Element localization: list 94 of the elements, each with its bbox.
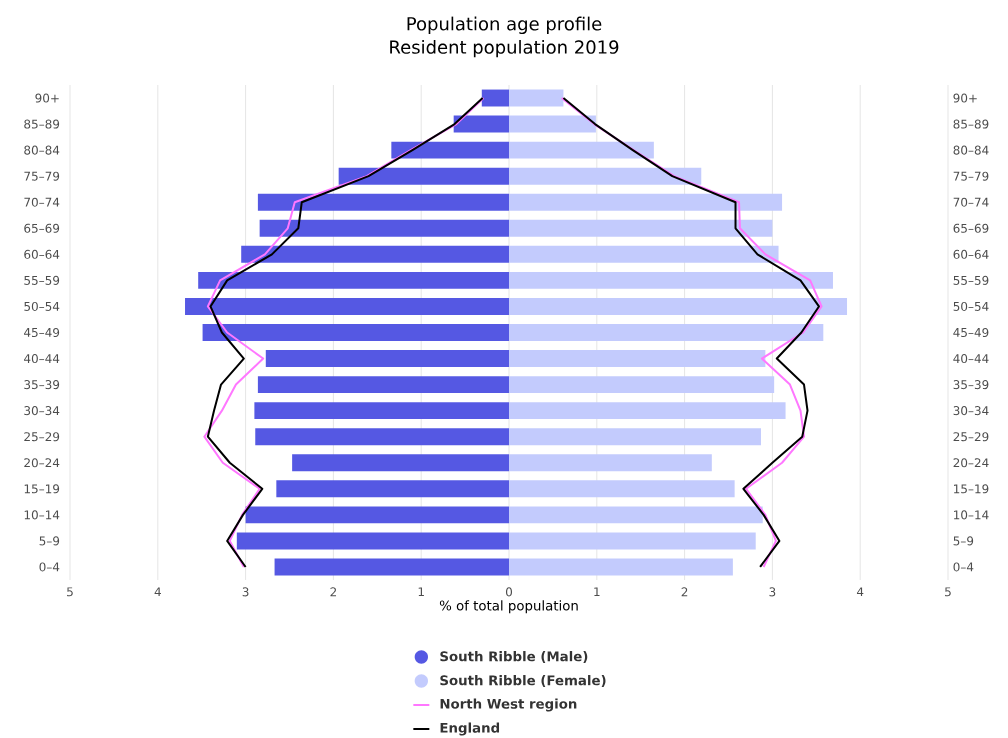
y-tick-label: 55–59 xyxy=(953,275,989,285)
bar xyxy=(241,245,509,263)
bar xyxy=(509,402,786,420)
x-tick-label: 0 xyxy=(505,587,513,597)
bar xyxy=(391,141,509,159)
y-tick-label: 85–89 xyxy=(953,119,989,129)
bar xyxy=(509,558,733,576)
bar xyxy=(509,193,783,211)
y-tick-label: 60–64 xyxy=(953,249,989,259)
bar xyxy=(276,480,509,498)
category-label: 70–74 xyxy=(24,197,60,207)
legend-label: South Ribble (Female) xyxy=(440,675,606,687)
bar xyxy=(509,297,848,315)
category-label: 80–84 xyxy=(24,145,60,155)
category-label: 30–34 xyxy=(24,406,60,416)
x-tick-label: 4 xyxy=(154,587,161,597)
category-label: 25–29 xyxy=(24,432,60,442)
y-tick-label: 65–69 xyxy=(953,223,989,233)
bar xyxy=(509,350,766,368)
bar xyxy=(245,506,509,524)
y-tick-label: 20–24 xyxy=(953,458,989,468)
bar xyxy=(185,297,509,315)
bar xyxy=(198,271,509,289)
y-tick-label: 0–4 xyxy=(953,562,974,572)
bar xyxy=(338,167,509,185)
bar xyxy=(254,402,509,420)
y-tick-label: 40–44 xyxy=(953,354,989,364)
bar xyxy=(509,506,763,524)
y-tick-label: 50–54 xyxy=(953,301,989,311)
category-label: 65–69 xyxy=(24,223,60,233)
bar xyxy=(509,141,654,159)
bar xyxy=(257,376,509,394)
bar xyxy=(509,532,756,550)
bar xyxy=(265,350,509,368)
category-label: 35–39 xyxy=(24,380,60,390)
bar xyxy=(509,454,712,472)
category-label: 75–79 xyxy=(24,171,60,181)
category-label: 5–9 xyxy=(39,536,60,546)
x-tick-label: 5 xyxy=(945,587,951,597)
bar xyxy=(274,558,509,576)
x-tick-label: 4 xyxy=(856,587,864,597)
y-tick-label: 90+ xyxy=(953,93,977,103)
category-label: 60–64 xyxy=(24,249,60,259)
bar xyxy=(259,219,509,237)
y-tick-label: 80–84 xyxy=(953,145,989,155)
bar xyxy=(257,193,509,211)
y-tick-label: 5–9 xyxy=(953,536,974,546)
bar xyxy=(509,245,779,263)
category-label: 85–89 xyxy=(24,119,60,129)
y-tick-label: 15–19 xyxy=(954,484,989,494)
y-tick-label: 30–34 xyxy=(953,406,989,416)
y-tick-label: 35–39 xyxy=(953,380,989,390)
chart-subtitle: Resident population 2019 xyxy=(390,39,619,58)
y-tick-label: 45–49 xyxy=(953,327,989,338)
bar xyxy=(509,219,773,237)
x-tick-label: 2 xyxy=(330,587,337,597)
bar xyxy=(481,89,509,107)
category-label: 55–59 xyxy=(24,275,60,285)
y-tick-label: 25–29 xyxy=(953,432,989,442)
category-label: 40–44 xyxy=(24,354,60,364)
bar xyxy=(202,324,509,341)
bar xyxy=(255,428,509,446)
x-tick-label: 3 xyxy=(242,587,249,597)
y-tick-label: 10–14 xyxy=(954,510,989,520)
x-axis-title: % of total population xyxy=(439,600,578,614)
category-label: 20–24 xyxy=(24,458,60,468)
bar xyxy=(509,324,824,341)
legend-label: England xyxy=(440,722,500,736)
chart-title: Population age profile xyxy=(407,16,602,35)
y-tick-label: 70–74 xyxy=(953,197,989,207)
bar xyxy=(509,428,761,446)
y-tick-label: 75–79 xyxy=(953,171,989,181)
bar xyxy=(509,89,564,107)
bar xyxy=(509,115,596,133)
bar xyxy=(509,167,702,185)
legend-label: South Ribble (Male) xyxy=(440,651,588,663)
category-label: 50–54 xyxy=(24,301,60,311)
bar xyxy=(509,271,833,289)
category-label: 10–14 xyxy=(24,510,60,520)
x-tick-label: 2 xyxy=(681,587,688,597)
x-tick-label: 1 xyxy=(594,587,600,597)
bar xyxy=(509,376,775,394)
x-tick-label: 1 xyxy=(418,587,424,597)
bar xyxy=(236,532,509,550)
x-tick-label: 3 xyxy=(769,587,776,597)
bar xyxy=(509,480,735,498)
category-label: 0–4 xyxy=(39,562,60,572)
x-tick-label: 5 xyxy=(67,587,73,597)
bar xyxy=(292,454,509,472)
legend-label: North West region xyxy=(440,698,577,712)
bar xyxy=(453,115,509,133)
category-label: 45–49 xyxy=(24,327,60,338)
category-label: 90+ xyxy=(35,93,59,103)
category-label: 15–19 xyxy=(24,484,60,494)
